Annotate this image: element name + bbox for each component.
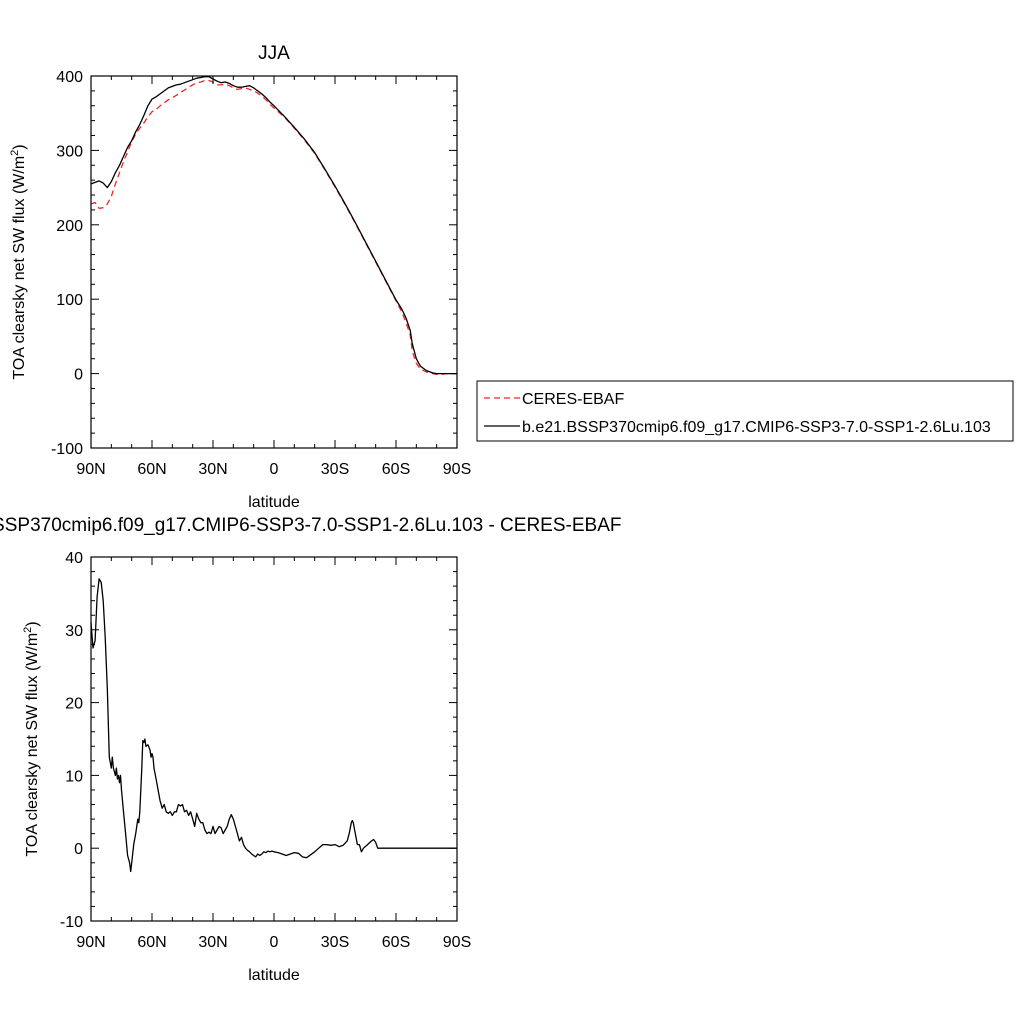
panel1-ytick-label-5: 40 xyxy=(65,550,83,567)
top-panel: JJA 90N 60N 30N 0 30S 60S 90S -100 0 100 200 300 400… xyxy=(9,43,471,511)
bottom-panel-title: b.e21.BSSP370cmip6.f09_g17.CMIP6-SSP3-7.… xyxy=(0,515,621,536)
top-panel-ylabel-superscript: 2 xyxy=(9,150,21,156)
top-panel-ylabel-close: ) xyxy=(11,144,28,149)
panel0-ytick-label-2: 100 xyxy=(56,292,83,309)
panel1-ytick-label-3: 20 xyxy=(65,696,83,713)
panel0-xtick-label-5: 60S xyxy=(382,461,410,478)
panel0-xtick-label-2: 30N xyxy=(198,461,227,478)
panel1-xtick-label-6: 90S xyxy=(443,934,471,951)
panel0-xtick-label-3: 0 xyxy=(270,461,279,478)
panel0-ytick-label-3: 200 xyxy=(56,218,83,235)
panel1-ytick-label-2: 10 xyxy=(65,768,83,785)
bottom-panel-ylabel-text: TOA clearsky net SW flux (W/m xyxy=(24,633,41,857)
panel0-ytick-label-1: 0 xyxy=(74,367,83,384)
top-panel-ylabel-text: TOA clearsky net SW flux (W/m xyxy=(11,156,28,380)
bottom-panel-ylabel-superscript: 2 xyxy=(22,627,34,633)
panel1-xtick-label-5: 60S xyxy=(382,934,410,951)
legend: CERES-EBAF b.e21.BSSP370cmip6.f09_g17.CM… xyxy=(476,380,1014,442)
panel1-xtick-label-4: 30S xyxy=(321,934,349,951)
panel0-xtick-label-1: 60N xyxy=(137,461,166,478)
panel1-ytick-label-1: 0 xyxy=(74,841,83,858)
legend-label-model: b.e21.BSSP370cmip6.f09_g17.CMIP6-SSP3-7.… xyxy=(522,419,991,436)
panel1-xtick-label-1: 60N xyxy=(137,934,166,951)
bottom-panel-ylabel: TOA clearsky net SW flux (W/m2) xyxy=(22,621,41,856)
bottom-panel-xlabel: latitude xyxy=(248,967,300,984)
panel1-xtick-label-0: 90N xyxy=(76,934,105,951)
panel0-series-line-0 xyxy=(90,79,457,375)
panel0-ytick-label-4: 300 xyxy=(56,143,83,160)
panel1-xtick-label-2: 30N xyxy=(198,934,227,951)
bottom-panel-frame xyxy=(90,556,458,922)
panel1-ytick-label-0: -10 xyxy=(60,914,83,931)
top-panel-xlabel: latitude xyxy=(248,494,300,511)
top-panel-ylabel: TOA clearsky net SW flux (W/m2) xyxy=(9,144,28,379)
panel0-xtick-label-6: 90S xyxy=(443,461,471,478)
panel0-xtick-label-4: 30S xyxy=(321,461,349,478)
bottom-panel-ticks: 90N 60N 30N 0 30S 60S 90S -10 0 10 20 30 40 xyxy=(60,550,471,951)
top-panel-frame xyxy=(90,75,458,449)
panel1-xtick-label-3: 0 xyxy=(270,934,279,951)
panel1-series-line-0 xyxy=(90,578,457,873)
top-panel-series-layer xyxy=(90,76,457,375)
panel1-ytick-label-4: 30 xyxy=(65,623,83,640)
bottom-panel: b.e21.BSSP370cmip6.f09_g17.CMIP6-SSP3-7.… xyxy=(0,515,621,984)
panel0-xtick-label-0: 90N xyxy=(76,461,105,478)
legend-label-ceres: CERES-EBAF xyxy=(522,391,624,408)
panel0-ytick-label-0: -100 xyxy=(51,441,83,458)
top-panel-title: JJA xyxy=(258,43,290,64)
panel0-ytick-label-5: 400 xyxy=(56,69,83,86)
legend-box xyxy=(476,380,1014,442)
bottom-panel-series-layer xyxy=(90,578,457,873)
bottom-panel-ylabel-close: ) xyxy=(24,621,41,626)
top-panel-ticks: 90N 60N 30N 0 30S 60S 90S -100 0 100 200 300 400 xyxy=(51,69,471,478)
panel0-series-line-1 xyxy=(90,76,457,375)
